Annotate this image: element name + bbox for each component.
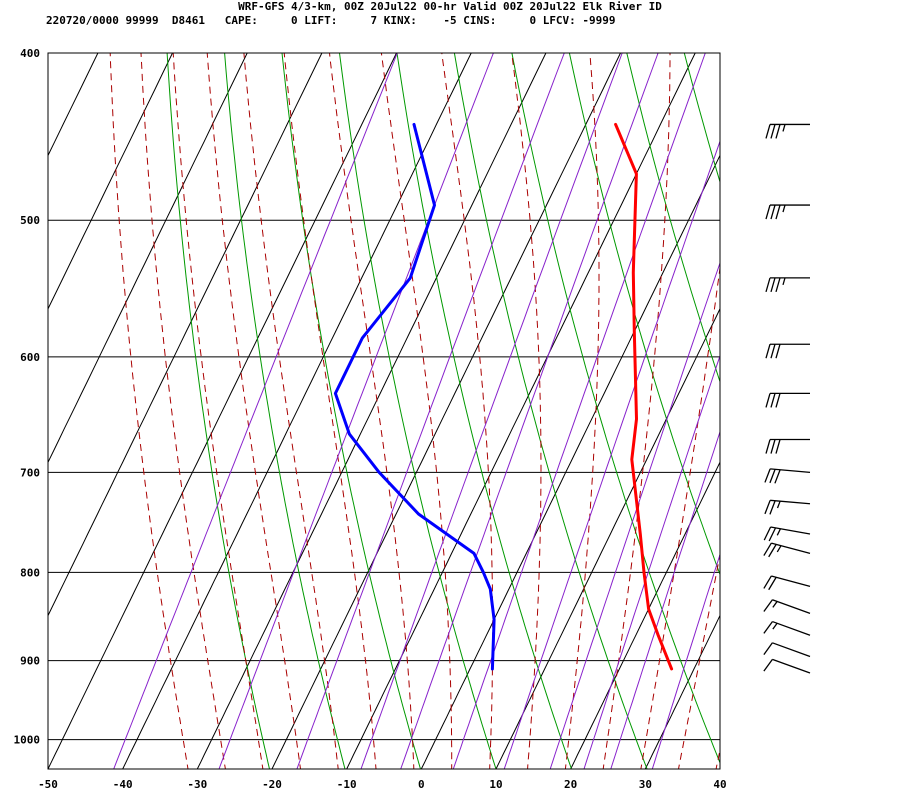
isotherm-line xyxy=(48,53,323,617)
moist-adiabat-line xyxy=(206,53,302,769)
x-tick-label: 20 xyxy=(564,778,577,791)
mixing-ratio-line xyxy=(113,53,398,769)
x-tick-label: -50 xyxy=(38,778,58,791)
temperature-profile-line xyxy=(614,122,674,671)
isotherm-line xyxy=(122,53,472,769)
isotherm-line xyxy=(48,53,397,769)
wind-barb xyxy=(763,526,811,542)
chart-title: WRF-GFS 4/3-km, 00Z 20Jul22 00-hr Valid … xyxy=(238,0,662,13)
dry-adiabat-line xyxy=(453,53,648,769)
x-tick-label: -20 xyxy=(262,778,282,791)
moist-adiabat-line xyxy=(283,53,377,769)
moist-adiabat-line xyxy=(564,53,600,769)
dry-adiabat-line xyxy=(683,53,720,184)
x-tick-label: 40 xyxy=(713,778,726,791)
mixing-ratio-line xyxy=(296,53,565,769)
mixing-ratio-line xyxy=(503,139,720,769)
moist-adiabat-line xyxy=(380,53,453,769)
moist-adiabat-line xyxy=(328,53,415,769)
mixing-ratio-line xyxy=(218,53,494,769)
isotherm-line xyxy=(48,53,99,157)
wind-barb xyxy=(763,658,811,674)
dry-adiabat-line xyxy=(281,53,422,769)
mixing-ratio-line xyxy=(452,53,706,769)
mixing-ratio-line xyxy=(610,430,720,769)
series-layer xyxy=(333,122,674,671)
mixing-ratio-line xyxy=(549,261,720,769)
y-tick-label: 1000 xyxy=(14,734,41,747)
dry-adiabat-line xyxy=(224,53,346,769)
wind-barb xyxy=(765,343,810,359)
wind-barbs xyxy=(763,123,811,674)
isotherm-line xyxy=(346,53,696,769)
dry-adiabat-line xyxy=(626,53,720,384)
wind-barb xyxy=(764,468,811,484)
moist-adiabat-line xyxy=(788,0,900,783)
moist-adiabat-line xyxy=(109,53,189,769)
y-tick-label: 800 xyxy=(20,566,40,579)
x-tick-label: -40 xyxy=(113,778,133,791)
sounding-indices: 220720/0000 99999 D8461 CAPE: 0 LIFT: 7 … xyxy=(46,14,616,27)
y-tick-label: 900 xyxy=(20,655,40,668)
isotherm-line xyxy=(196,53,547,769)
axis-layer: -50 -40 -30 -20 -10 0 10 20 30 40 400 500 600 700 800 9… xyxy=(14,47,727,791)
wind-barb xyxy=(765,438,810,454)
isotherm-line xyxy=(570,461,720,769)
dry-adiabat-line xyxy=(847,0,900,783)
wind-barb xyxy=(764,499,811,515)
dry-adiabat-line xyxy=(794,0,900,783)
dewpoint-profile-line xyxy=(333,122,496,671)
moist-adiabat-line xyxy=(243,53,339,769)
plot-frame xyxy=(47,52,721,770)
background-lines xyxy=(48,0,900,783)
wind-barb xyxy=(765,277,810,293)
isotherm-line xyxy=(495,307,720,769)
y-tick-label: 400 xyxy=(20,47,40,60)
dry-adiabat-line xyxy=(741,0,900,783)
y-tick-label: 600 xyxy=(20,351,40,364)
dry-adiabat-line xyxy=(396,53,573,769)
mixing-ratio-line xyxy=(400,53,659,769)
moist-adiabat-line xyxy=(715,747,720,769)
wind-barb xyxy=(763,542,811,558)
moist-adiabat-line xyxy=(750,0,900,783)
moist-adiabat-line xyxy=(677,551,720,769)
wind-barb xyxy=(763,575,811,591)
isotherm-line xyxy=(48,53,173,310)
wind-barb xyxy=(765,123,810,139)
x-tick-label: 10 xyxy=(489,778,502,791)
isotherm-line xyxy=(48,53,248,464)
isotherm-line xyxy=(644,614,720,769)
x-tick-label: 30 xyxy=(639,778,652,791)
dry-adiabat-line xyxy=(166,53,271,769)
dry-adiabat-line xyxy=(568,53,720,576)
wind-barb xyxy=(763,620,811,636)
moist-adiabat-line xyxy=(172,53,264,769)
moist-adiabat-line xyxy=(441,53,494,769)
moist-adiabat-line xyxy=(640,263,720,769)
x-tick-label: 0 xyxy=(418,778,425,791)
wind-barb xyxy=(765,392,810,408)
mixing-ratio-line xyxy=(360,53,623,769)
wind-barb xyxy=(765,204,810,220)
dry-adiabat-line xyxy=(511,53,720,765)
dry-adiabat-line xyxy=(338,53,497,769)
x-tick-label: -30 xyxy=(187,778,207,791)
wind-barb xyxy=(763,642,811,658)
mixing-ratio-line xyxy=(583,354,720,769)
moist-adiabat-line xyxy=(140,53,226,769)
y-tick-label: 500 xyxy=(20,214,40,227)
y-tick-label: 700 xyxy=(20,466,40,479)
moist-adiabat-line xyxy=(602,53,671,769)
x-tick-label: -10 xyxy=(337,778,357,791)
wind-barb xyxy=(763,599,811,615)
isotherm-line xyxy=(719,767,720,769)
isotherm-line xyxy=(271,53,621,769)
mixing-ratio-line xyxy=(651,553,720,769)
